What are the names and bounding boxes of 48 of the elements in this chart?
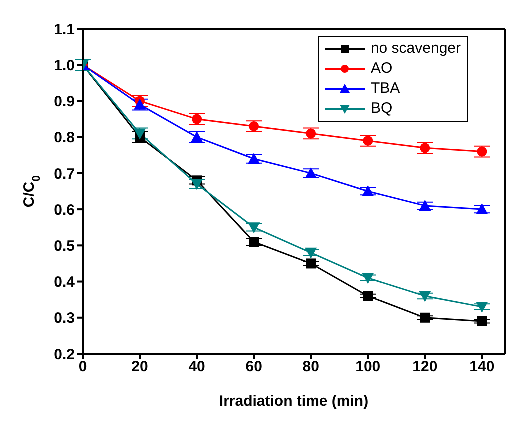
legend-label: AO bbox=[370, 59, 393, 79]
x-axis-title: Irradiation time (min) bbox=[219, 393, 369, 410]
point bbox=[476, 302, 488, 314]
y-tick-label: 0.5 bbox=[54, 238, 75, 255]
point bbox=[305, 167, 318, 178]
y-tick-label: 0.8 bbox=[54, 130, 75, 147]
point bbox=[306, 128, 316, 139]
y-tick-label: 0.2 bbox=[54, 346, 75, 364]
y-tick-label: 1.1 bbox=[54, 21, 75, 38]
legend-label: no scavenger bbox=[370, 39, 461, 59]
y-tick-label: 0.3 bbox=[54, 310, 75, 328]
point bbox=[363, 291, 374, 302]
y-tick-label: 0.4 bbox=[54, 274, 76, 292]
point bbox=[191, 179, 204, 190]
point bbox=[248, 222, 260, 234]
point bbox=[477, 316, 488, 326]
point bbox=[249, 237, 260, 248]
point bbox=[363, 136, 374, 146]
x-tick-label: 60 bbox=[246, 358, 262, 376]
point bbox=[476, 204, 488, 215]
point bbox=[305, 248, 318, 259]
x-tick-label: 20 bbox=[132, 358, 148, 376]
point bbox=[134, 98, 146, 110]
y-tick-label: 0.9 bbox=[54, 94, 75, 111]
x-tick-label: 0 bbox=[78, 358, 88, 376]
legend-label: BQ bbox=[370, 99, 393, 119]
point bbox=[191, 131, 204, 142]
point bbox=[248, 153, 260, 164]
point bbox=[249, 122, 260, 132]
point bbox=[420, 312, 430, 323]
x-tick-label: 120 bbox=[412, 358, 438, 376]
x-tick-label: 140 bbox=[470, 358, 495, 376]
point bbox=[362, 273, 374, 284]
point bbox=[420, 143, 430, 154]
y-tick-label: 1.0 bbox=[54, 57, 75, 74]
x-tick-label: 100 bbox=[356, 358, 381, 376]
point bbox=[192, 114, 202, 124]
point bbox=[134, 128, 146, 140]
point bbox=[306, 258, 316, 269]
x-tick-label: 40 bbox=[188, 358, 206, 376]
point bbox=[419, 291, 432, 302]
legend-label: TBA bbox=[370, 79, 400, 99]
point bbox=[362, 186, 374, 196]
y-tick-label: 0.6 bbox=[54, 202, 75, 219]
x-tick-label: 80 bbox=[302, 358, 320, 376]
y-tick-label: 0.7 bbox=[54, 166, 75, 183]
point bbox=[419, 200, 432, 211]
point bbox=[477, 146, 488, 157]
